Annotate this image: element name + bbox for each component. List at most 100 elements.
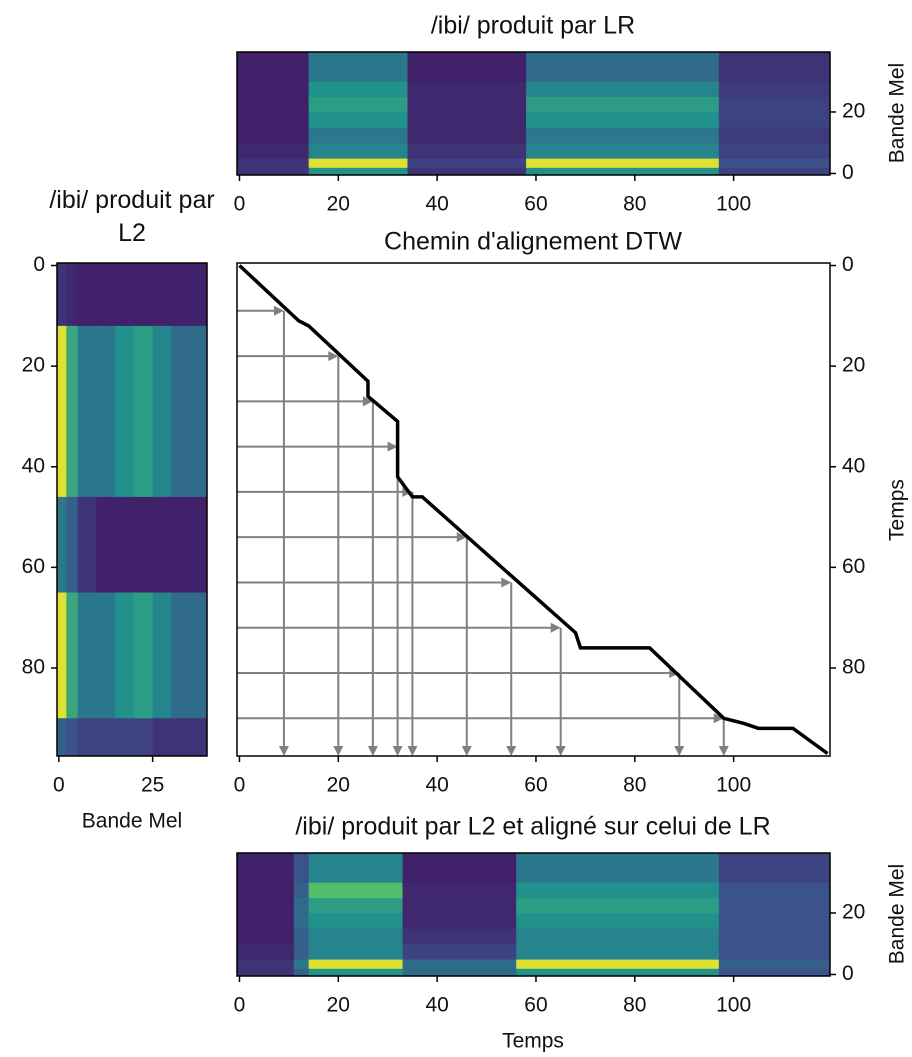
heatmap-cell <box>526 81 720 98</box>
x-tick-label: 20 <box>327 193 350 216</box>
heatmap-cell <box>718 96 831 113</box>
heatmap-cell <box>402 959 517 969</box>
heatmap-cell <box>237 897 295 914</box>
heatmap-cell <box>516 943 720 960</box>
heatmap-cell <box>526 127 720 144</box>
heatmap-cell <box>402 882 517 899</box>
arrow-head <box>674 746 685 756</box>
heatmap-cell <box>718 158 831 168</box>
heatmap-cell <box>402 897 517 914</box>
y-tick-label: 40 <box>22 454 45 477</box>
chart-title: /ibi/ produit par L2 <box>49 186 215 247</box>
heatmap-cell <box>237 127 310 144</box>
heatmap-cell <box>516 882 720 899</box>
heatmap-cell <box>293 853 310 883</box>
axes-frame <box>236 852 831 977</box>
heatmap-cell <box>526 167 720 176</box>
heatmap-cell <box>96 718 116 757</box>
arrow-head <box>273 305 284 316</box>
heatmap-cell <box>293 882 310 899</box>
chart-title-box: /ibi/ produit par L2 <box>49 186 215 247</box>
x-tick-label: 80 <box>623 774 646 797</box>
heatmap-cell <box>718 142 831 159</box>
heatmap-cell <box>308 897 404 914</box>
heatmap-cell <box>402 853 517 883</box>
heatmap-cell <box>66 263 79 327</box>
x-tick-label: 60 <box>524 193 547 216</box>
heatmap-cell <box>237 52 310 82</box>
x-tick-label: 0 <box>234 193 246 216</box>
heatmap-cell <box>718 912 831 929</box>
heatmap-cell <box>293 897 310 914</box>
heatmap-cell <box>718 111 831 128</box>
heatmap-cell <box>402 912 517 929</box>
heatmap-cell <box>516 897 720 914</box>
heatmap-cell <box>293 912 310 929</box>
heatmap-cell <box>526 158 720 168</box>
heatmap-cell <box>77 718 97 757</box>
heatmap-cell <box>96 263 116 327</box>
heatmap-cell <box>237 142 310 159</box>
heatmap-cell <box>407 127 527 144</box>
heatmap-cell <box>718 959 831 969</box>
heatmap-cell <box>402 968 517 977</box>
x-axis-label: Temps <box>502 1030 564 1053</box>
heatmap-cell <box>308 127 408 144</box>
heatmap-cell <box>171 496 208 594</box>
heatmap-cell <box>718 127 831 144</box>
heatmap-cell <box>718 853 831 883</box>
heatmap-cell <box>516 928 720 945</box>
x-tick-label: 20 <box>327 994 350 1017</box>
heatmap-cell <box>237 853 295 883</box>
y-tick-label: 20 <box>22 354 45 377</box>
heatmap-cell <box>115 496 135 594</box>
heatmap-cell <box>77 496 97 594</box>
arrow-head <box>461 746 472 756</box>
heatmap-cell <box>115 592 135 719</box>
heatmap-cell <box>718 943 831 960</box>
heatmap-cell <box>293 928 310 945</box>
y-tick-label: 0 <box>842 161 854 184</box>
heatmap-cell <box>308 853 404 883</box>
heatmap-cell <box>66 325 79 498</box>
x-tick-label: 100 <box>716 994 751 1017</box>
heatmap-cell <box>171 263 208 327</box>
heatmap-cell <box>77 592 97 719</box>
x-tick-label: 100 <box>716 193 751 216</box>
heatmap-cell <box>152 325 172 498</box>
arrow-head <box>387 441 398 452</box>
y-axis-label: Bande Mel <box>886 864 909 964</box>
heatmap-cell <box>96 496 116 594</box>
heatmap-cell <box>718 52 831 82</box>
heatmap-cell <box>133 496 154 594</box>
heatmap-cell <box>115 718 135 757</box>
y-tick-label: 60 <box>842 555 865 578</box>
y-tick-label: 60 <box>22 555 45 578</box>
heatmap-cell <box>171 592 208 719</box>
x-tick-label: 100 <box>716 774 751 797</box>
heatmap-cell <box>308 943 404 960</box>
heatmap-cell <box>718 81 831 98</box>
heatmap-cell <box>171 325 208 498</box>
heatmap-cell <box>407 52 527 82</box>
heatmap-cell <box>152 496 172 594</box>
y-tick-label: 0 <box>33 253 45 276</box>
heatmap-cell <box>718 897 831 914</box>
chart-title: /ibi/ produit par LR <box>431 12 635 40</box>
heatmap-cell <box>293 968 310 977</box>
x-tick-label: 25 <box>141 774 164 797</box>
axes-frame <box>236 262 831 757</box>
heatmap-cell <box>133 325 154 498</box>
chart-title: /ibi/ produit par L2 et aligné sur celui… <box>295 813 770 841</box>
heatmap-cell <box>66 592 79 719</box>
x-tick-label: 40 <box>425 774 448 797</box>
y-tick-label: 40 <box>842 454 865 477</box>
heatmap-cell <box>526 142 720 159</box>
x-tick-label: 20 <box>327 774 350 797</box>
heatmap-cell <box>237 912 295 929</box>
arrow-head <box>407 746 418 756</box>
y-tick-label: 20 <box>842 100 865 123</box>
x-tick-label: 40 <box>425 193 448 216</box>
heatmap-cell <box>308 52 408 82</box>
